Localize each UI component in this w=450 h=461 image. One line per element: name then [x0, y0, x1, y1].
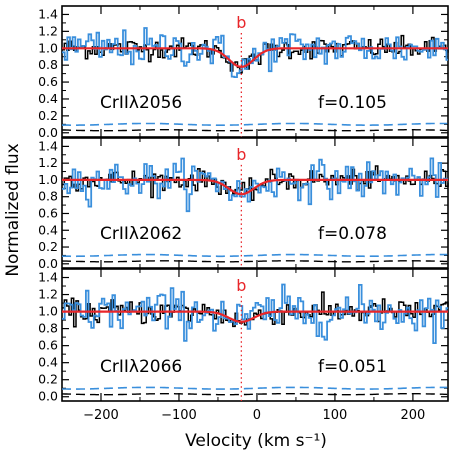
panel-2: 0.0 0.2 0.4 0.60.8 1.0 1.2 1.4 b CrIIλ2062 f=0.07… [38, 137, 449, 271]
panel-3: 0.0 0.2 0.4 0.6 0.8 1.0 1.2 1.4 b CrIIλ2066 f=0.05… [38, 268, 449, 404]
blue-spectrum [62, 157, 448, 213]
y-tick-label: 1.4 [38, 270, 58, 285]
blue-error-spectrum [62, 386, 448, 390]
component-marker-label: b [236, 276, 246, 295]
y-tick-label: 1.2 [38, 287, 58, 302]
transition-label: CrIIλ2066 [100, 357, 182, 377]
x-tick-label: −200 [83, 408, 119, 423]
x-axis-label: Velocity (km s⁻¹) [185, 431, 327, 451]
black-error-spectrum [62, 128, 448, 132]
blue-spectrum [62, 283, 448, 344]
panel-frame [61, 268, 449, 402]
oscillator-strength-label: f=0.078 [318, 224, 387, 244]
y-tick-label: 1.0 [38, 304, 58, 319]
model-fit-line [62, 178, 448, 196]
component-marker-label: b [236, 13, 246, 32]
transition-label: CrIIλ2062 [100, 224, 182, 244]
y-tick-label: 1.4 [38, 138, 58, 153]
y-tick-label: 0.6 [38, 205, 58, 220]
y-tick-label: 0.4 [38, 222, 58, 237]
panel-frame [61, 137, 449, 269]
model-fit-line [62, 47, 448, 69]
x-tick-label: 200 [400, 408, 425, 423]
x-tick-label: 100 [323, 408, 348, 423]
y-tick-label: 0.8 [38, 321, 58, 336]
x-tick-label: −100 [161, 408, 197, 423]
black-error-spectrum [62, 393, 448, 396]
model-fit-line [62, 310, 448, 323]
blue-error-spectrum [62, 253, 448, 258]
y-tick-label: 0.2 [38, 239, 58, 254]
y-tick-label: 0.0 [38, 125, 58, 140]
y-tick-label: 1.0 [38, 172, 58, 187]
y-tick-label: 0.4 [38, 91, 58, 106]
y-tick-label: 0.2 [38, 108, 58, 123]
y-tick-label: 0.6 [38, 74, 58, 89]
y-tick-label: 0.8 [38, 189, 58, 204]
y-tick-label: 1.2 [38, 23, 58, 38]
y-axis-label: Normalized flux [3, 143, 23, 276]
panel-frame [61, 5, 449, 138]
y-tick-label: 0.0 [38, 389, 58, 404]
panel-1: 0.0 0.2 0.4 0.6 0.8 1.0 1.2 1.4 b CrIIλ2056 f=0.10… [38, 5, 449, 140]
y-tick-label: 0.4 [38, 355, 58, 370]
oscillator-strength-label: f=0.051 [318, 357, 387, 377]
y-tick-label: 1.2 [38, 155, 58, 170]
transition-label: CrIIλ2056 [100, 93, 182, 113]
component-marker-label: b [236, 145, 246, 164]
y-tick-label: 1.4 [38, 6, 58, 21]
black-error-spectrum [61, 260, 448, 263]
y-tick-label: 0.0 [38, 256, 58, 271]
oscillator-strength-label: f=0.105 [318, 93, 387, 113]
blue-error-spectrum [62, 122, 448, 126]
y-tick-label: 0.2 [38, 372, 58, 387]
y-tick-label: 0.8 [38, 57, 58, 72]
x-tick-label: 0 [253, 408, 261, 423]
y-tick-label: 1.0 [38, 40, 58, 55]
y-tick-label: 0.6 [38, 338, 58, 353]
